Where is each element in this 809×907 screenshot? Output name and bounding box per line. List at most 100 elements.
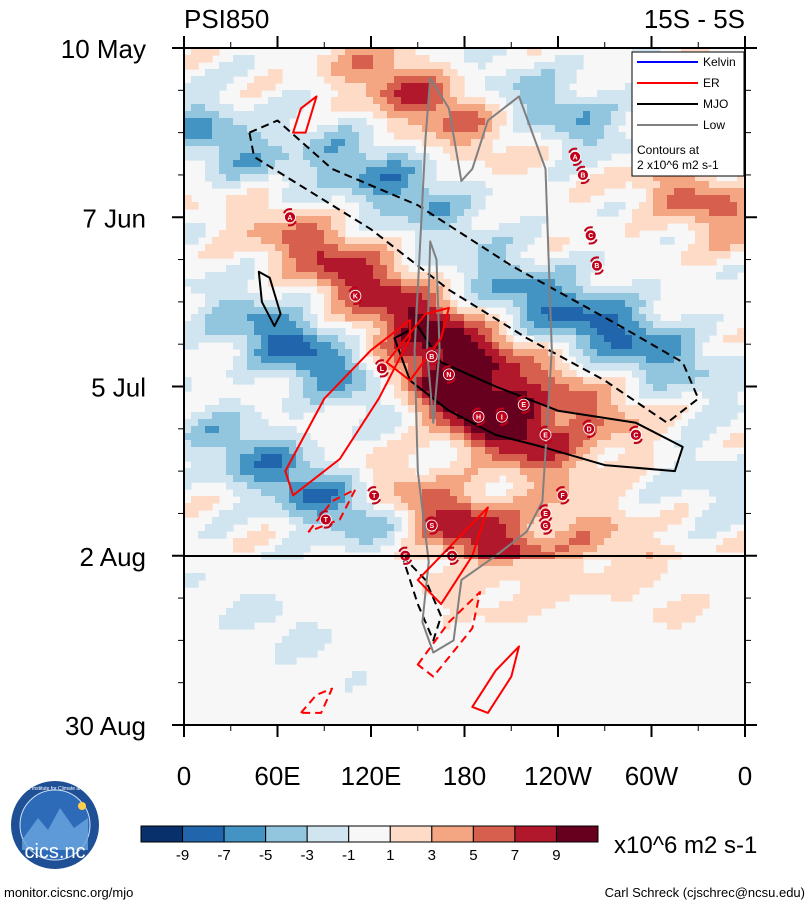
heatmap-cell <box>401 132 409 140</box>
heatmap-cell <box>681 601 689 609</box>
heatmap-cell <box>261 125 269 133</box>
heatmap-cell <box>352 181 360 189</box>
heatmap-cell <box>366 258 374 266</box>
heatmap-cell <box>296 447 304 455</box>
heatmap-cell <box>331 188 339 196</box>
heatmap-cell <box>660 216 668 224</box>
heatmap-cell <box>639 440 647 448</box>
heatmap-cell <box>646 419 654 427</box>
heatmap-cell <box>268 342 276 350</box>
heatmap-cell <box>317 370 325 378</box>
heatmap-cell <box>562 384 570 392</box>
heatmap-cell <box>555 265 563 273</box>
heatmap-cell <box>436 251 444 259</box>
heatmap-cell <box>219 272 227 280</box>
heatmap-cell <box>527 482 535 490</box>
heatmap-cell <box>254 412 262 420</box>
heatmap-cell <box>576 587 584 595</box>
heatmap-cell <box>394 76 402 84</box>
heatmap-cell <box>261 307 269 315</box>
heatmap-cell <box>569 370 577 378</box>
heatmap-cell <box>548 496 556 504</box>
heatmap-cell <box>261 489 269 497</box>
heatmap-cell <box>436 510 444 518</box>
heatmap-cell <box>639 468 647 476</box>
heatmap-cell <box>506 342 514 350</box>
heatmap-cell <box>303 146 311 154</box>
heatmap-cell <box>233 517 241 525</box>
heatmap-cell <box>282 139 290 147</box>
heatmap-cell <box>296 244 304 252</box>
colorbar-bin <box>182 825 225 843</box>
heatmap-cell <box>716 181 724 189</box>
heatmap-cell <box>604 349 612 357</box>
heatmap-cell <box>709 482 717 490</box>
heatmap-cell <box>233 468 241 476</box>
heatmap-cell <box>485 55 493 63</box>
heatmap-cell <box>548 76 556 84</box>
heatmap-cell <box>268 118 276 126</box>
heatmap-cell <box>310 153 318 161</box>
heatmap-cell <box>240 377 248 385</box>
heatmap-cell <box>695 216 703 224</box>
heatmap-cell <box>534 216 542 224</box>
heatmap-cell <box>345 510 353 518</box>
heatmap-cell <box>254 139 262 147</box>
heatmap-cell <box>275 545 283 553</box>
heatmap-cell <box>674 601 682 609</box>
heatmap-cell <box>233 300 241 308</box>
heatmap-cell <box>513 279 521 287</box>
heatmap-cell <box>261 524 269 532</box>
heatmap-cell <box>226 426 234 434</box>
heatmap-cell <box>212 433 220 441</box>
heatmap-cell <box>296 384 304 392</box>
heatmap-cell <box>716 251 724 259</box>
heatmap-cell <box>457 237 465 245</box>
heatmap-cell <box>569 412 577 420</box>
heatmap-cell <box>394 209 402 217</box>
heatmap-cell <box>247 125 255 133</box>
heatmap-cell <box>681 608 689 616</box>
heatmap-cell <box>499 545 507 553</box>
heatmap-cell <box>345 538 353 546</box>
heatmap-cell <box>576 531 584 539</box>
heatmap-cell <box>373 202 381 210</box>
heatmap-cell <box>527 580 535 588</box>
heatmap-cell <box>401 174 409 182</box>
heatmap-cell <box>443 342 451 350</box>
heatmap-cell <box>198 118 206 126</box>
heatmap-cell <box>632 531 640 539</box>
heatmap-cell <box>275 111 283 119</box>
heatmap-cell <box>394 244 402 252</box>
heatmap-cell <box>240 146 248 154</box>
heatmap-cell <box>562 258 570 266</box>
heatmap-cell <box>373 153 381 161</box>
heatmap-cell <box>352 174 360 182</box>
heatmap-cell <box>716 314 724 322</box>
heatmap-cell <box>352 62 360 70</box>
heatmap-cell <box>429 90 437 98</box>
heatmap-cell <box>233 181 241 189</box>
heatmap-cell <box>583 258 591 266</box>
heatmap-cell <box>429 489 437 497</box>
heatmap-cell <box>394 468 402 476</box>
heatmap-cell <box>429 125 437 133</box>
heatmap-cell <box>457 489 465 497</box>
heatmap-cell <box>450 97 458 105</box>
heatmap-cell <box>499 230 507 238</box>
heatmap-cell <box>723 335 731 343</box>
heatmap-cell <box>457 447 465 455</box>
heatmap-cell <box>527 265 535 273</box>
heatmap-cell <box>261 244 269 252</box>
heatmap-cell <box>506 440 514 448</box>
heatmap-cell <box>331 48 339 56</box>
heatmap-cell <box>716 188 724 196</box>
heatmap-cell <box>485 524 493 532</box>
heatmap-cell <box>471 293 479 301</box>
heatmap-cell <box>226 524 234 532</box>
heatmap-cell <box>429 174 437 182</box>
heatmap-cell <box>212 475 220 483</box>
heatmap-cell <box>730 216 738 224</box>
heatmap-cell <box>233 328 241 336</box>
heatmap-cell <box>555 69 563 77</box>
